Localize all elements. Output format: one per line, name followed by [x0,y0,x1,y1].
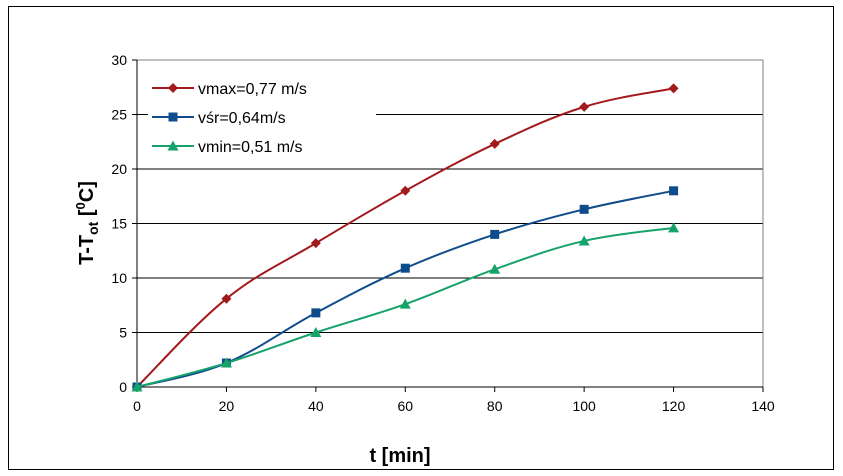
x-tick-label: 40 [308,398,324,414]
data-point [400,263,410,273]
legend: vmax=0,77 m/s vśr=0,64m/s vmin=0,51 m/s [148,76,376,158]
data-point [579,101,590,112]
data-point [578,235,590,246]
y-axis-title-subscript: ot [85,221,101,235]
data-point [489,263,501,274]
x-tick-label: 100 [572,398,596,414]
y-axis-title-unit: C] [76,181,98,202]
y-axis-title: T-Tot [0C] [73,181,101,265]
legend-label: vmax=0,77 m/s [198,81,307,98]
y-tick-label: 0 [119,379,127,395]
y-axis-title-superscript: 0 [73,202,88,209]
data-point [668,83,679,94]
x-tick-label: 20 [219,398,235,414]
data-point [131,381,143,392]
x-tick-label: 0 [133,398,141,414]
data-point [579,204,589,214]
x-tick-label: 140 [751,398,775,414]
x-tick-label: 120 [662,398,686,414]
data-point [221,293,232,304]
legend-item: vmax=0,77 m/s [148,76,376,100]
x-axis-title: t [min] [369,445,430,467]
series-triangle [131,222,680,392]
legend-swatch-marker [167,140,179,151]
legend-swatch-marker [168,112,178,122]
data-point [490,229,500,239]
y-axis-title-main: T-T [76,235,98,265]
legend-item: vśr=0,64m/s [148,105,376,129]
data-point [668,222,680,233]
series-line [136,189,674,388]
x-tick-label: 60 [397,398,413,414]
tick-labels: 0 5 10 15 20 25 30 0 20 40 60 80 100 120 140 [111,52,774,414]
data-point [489,138,500,149]
x-tick-label: 80 [487,398,503,414]
y-tick-label: 20 [111,161,127,177]
y-tick-label: 15 [111,216,127,232]
series-group [131,83,680,392]
y-tick-label: 30 [111,52,127,68]
legend-label: vmin=0,51 m/s [198,139,302,156]
series-square [132,186,679,392]
y-axis-title-open: [ [76,209,98,222]
chart-frame [8,6,834,470]
y-tick-label: 10 [111,270,127,286]
data-point [310,327,322,337]
legend-item: vmin=0,51 m/s [148,134,376,158]
data-point [400,185,411,196]
data-point [399,298,411,309]
data-point [311,308,321,318]
y-tick-label: 25 [111,107,127,123]
series-line [136,87,674,388]
legend-label: vśr=0,64m/s [198,110,286,127]
data-point [310,238,321,249]
legend-swatch-marker [168,83,178,93]
y-tick-label: 5 [119,325,127,341]
data-point [220,357,232,368]
data-point [669,186,679,196]
